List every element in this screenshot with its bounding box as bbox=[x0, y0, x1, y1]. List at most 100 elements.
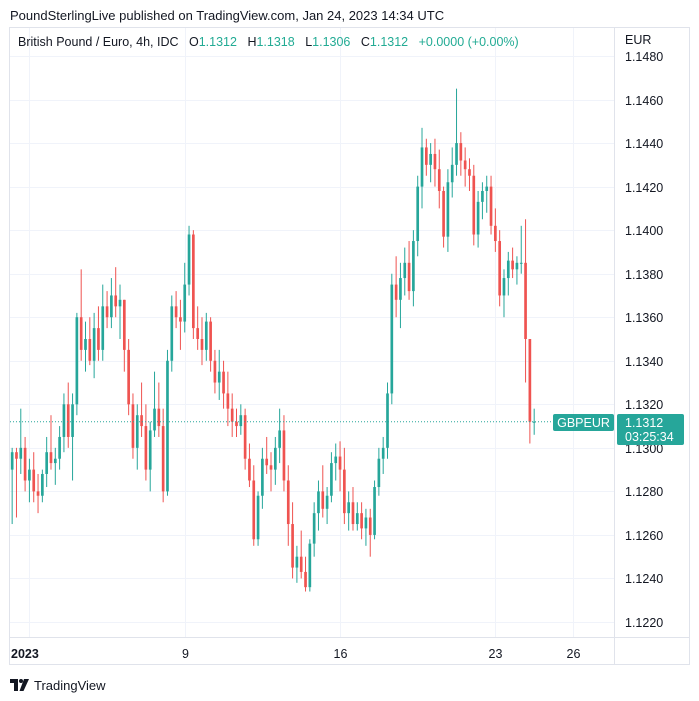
candle-body bbox=[459, 143, 463, 161]
candle-body bbox=[97, 328, 100, 350]
symbol-badge-text: GBPEUR bbox=[557, 416, 610, 430]
candle-body bbox=[381, 447, 385, 459]
candle-body bbox=[122, 299, 126, 350]
legend-low-label: L bbox=[305, 35, 313, 49]
candle-body bbox=[351, 502, 355, 525]
x-tick-label: 9 bbox=[182, 647, 189, 661]
candle-body bbox=[79, 317, 83, 350]
y-tick-label: 1.1480 bbox=[625, 50, 663, 64]
candle-body bbox=[364, 517, 368, 529]
candle-body bbox=[489, 186, 493, 226]
candle-body bbox=[58, 436, 61, 459]
legend-high-label: H bbox=[247, 35, 257, 49]
candle-body bbox=[217, 371, 221, 383]
candle-body bbox=[196, 328, 200, 339]
candle-body bbox=[308, 543, 312, 588]
candle-body bbox=[463, 160, 467, 170]
candle-body bbox=[239, 415, 243, 427]
legend-open-label: O bbox=[188, 35, 199, 49]
candle-body bbox=[170, 306, 174, 361]
time-axis: 2023 9 16 23 26 bbox=[11, 647, 580, 661]
y-tick-label: 1.1360 bbox=[625, 311, 663, 325]
candle-body bbox=[183, 284, 187, 322]
candle-body bbox=[368, 517, 372, 535]
candle-body bbox=[252, 480, 256, 540]
candle-body bbox=[204, 321, 208, 350]
candle-body bbox=[92, 328, 96, 361]
candle-body bbox=[105, 306, 109, 318]
candle-body bbox=[416, 186, 420, 242]
candle-body bbox=[209, 321, 212, 361]
candle-body bbox=[28, 469, 31, 481]
candle-body bbox=[32, 469, 36, 492]
y-tick-label: 1.1320 bbox=[625, 398, 663, 412]
candle-body bbox=[140, 415, 143, 427]
candle-body bbox=[299, 556, 303, 572]
candle-body bbox=[433, 153, 437, 170]
candle-body bbox=[166, 360, 169, 492]
candle-body bbox=[53, 458, 57, 464]
candle-body bbox=[19, 447, 23, 459]
candle-body bbox=[321, 491, 325, 509]
candle-body bbox=[343, 469, 346, 514]
candles bbox=[10, 88, 536, 592]
candle-body bbox=[144, 426, 148, 470]
candle-body bbox=[390, 284, 394, 394]
candle-body bbox=[187, 234, 191, 285]
candle-body bbox=[528, 339, 532, 422]
candle-body bbox=[494, 225, 497, 242]
ohlc-legend: British Pound / Euro, 4h, IDC O1.1312 H1… bbox=[18, 35, 519, 49]
candle-body bbox=[282, 430, 286, 481]
legend-close-label: C bbox=[360, 35, 370, 49]
y-tick-label: 1.1220 bbox=[625, 616, 663, 630]
candle-body bbox=[519, 262, 523, 264]
candle-body bbox=[502, 278, 506, 296]
x-tick-label: 23 bbox=[489, 647, 503, 661]
candle-body bbox=[373, 487, 376, 535]
price-badges: GBPEUR 1.1312 03:25:34 bbox=[553, 414, 684, 445]
candle-body bbox=[273, 447, 277, 470]
candle-body bbox=[515, 262, 519, 270]
candle-body bbox=[84, 339, 87, 350]
candle-body bbox=[442, 190, 445, 237]
candle-body bbox=[110, 295, 113, 318]
candle-body bbox=[450, 164, 454, 183]
candle-body bbox=[261, 458, 264, 496]
candle-body bbox=[161, 426, 165, 492]
candle-body bbox=[399, 278, 402, 300]
candle-body bbox=[394, 284, 398, 300]
candle-body bbox=[330, 463, 333, 496]
legend-low-value: 1.1306 bbox=[312, 35, 351, 49]
publish-caption: PoundSterlingLive published on TradingVi… bbox=[10, 8, 445, 23]
y-tick-label: 1.1300 bbox=[625, 442, 663, 456]
candle-body bbox=[45, 452, 49, 474]
price-axis: 1.1220 1.1240 1.1260 1.1280 1.1300 1.1320 1.13… bbox=[625, 50, 663, 630]
candle-body bbox=[179, 317, 182, 322]
candle-body bbox=[75, 317, 79, 405]
legend-change: +0.0000 (+0.00%) bbox=[418, 35, 519, 49]
candle-body bbox=[265, 458, 269, 466]
footer[interactable]: TradingView bbox=[10, 676, 106, 694]
candle-body bbox=[131, 404, 135, 448]
currency-label: EUR bbox=[625, 33, 652, 47]
candle-body bbox=[36, 491, 40, 496]
legend-close-value: 1.1312 bbox=[369, 35, 409, 49]
candle-body bbox=[532, 421, 536, 423]
candle-body bbox=[446, 182, 450, 237]
candle-body bbox=[235, 421, 238, 427]
candle-body bbox=[135, 415, 139, 448]
footer-brand: TradingView bbox=[34, 677, 106, 693]
candle-body bbox=[118, 299, 122, 307]
candle-body bbox=[481, 190, 484, 202]
chart-frame bbox=[9, 27, 690, 665]
candle-body bbox=[213, 360, 217, 383]
y-tick-label: 1.1380 bbox=[625, 268, 663, 282]
candle-body bbox=[420, 147, 424, 187]
candle-body bbox=[49, 452, 53, 464]
legend-high-value: 1.1318 bbox=[256, 35, 295, 49]
candle-body bbox=[468, 169, 471, 176]
candle-body bbox=[325, 495, 329, 509]
candle-body bbox=[10, 452, 14, 470]
candle-body bbox=[498, 241, 502, 296]
